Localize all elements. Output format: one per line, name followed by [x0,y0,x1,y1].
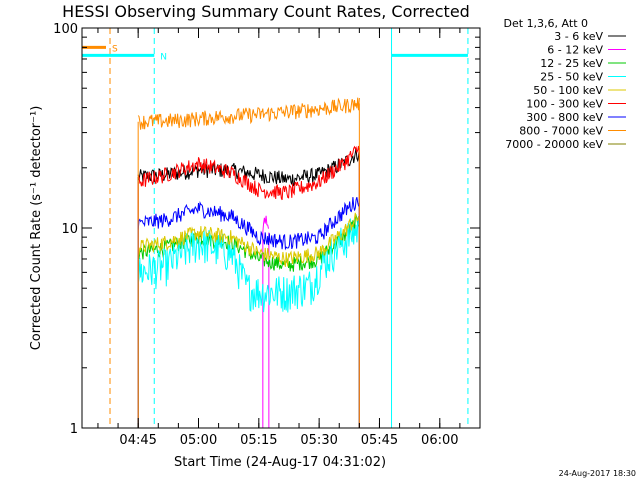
x-axis-label: Start Time (24-Aug-17 04:31:02) [174,455,386,470]
axes-frame: 04:45 05:00 05:15 05:30 05:45 06:00 1 10 100 [53,22,481,448]
legend-label-7: 800 - 7000 keV [519,125,603,138]
legend-title: Det 1,3,6, Att 0 [504,17,588,30]
series-line-3 [137,215,360,313]
legend-label-1: 6 - 12 keV [547,44,603,57]
annotation-label-0: S [112,44,118,54]
x-tick-label: 05:00 [180,433,217,448]
series-line-7 [137,97,360,130]
legend-label-4: 50 - 100 keV [533,84,603,97]
x-tick-label: 05:30 [300,433,337,448]
legend-label-0: 3 - 6 keV [554,30,603,43]
x-tick-label: 05:45 [361,433,398,448]
x-tick-label: 04:45 [119,433,156,448]
legend-label-5: 100 - 300 keV [526,98,603,111]
x-tick-label: 05:15 [240,433,277,448]
y-tick-label: 1 [70,422,78,437]
series-line-5 [137,145,360,201]
annotation-label-1: N [160,52,167,62]
chart-title: HESSI Observing Summary Count Rates, Cor… [62,2,470,21]
y-axis-label: Corrected Count Rate (s⁻¹ detector⁻¹) [29,106,44,351]
legend-label-2: 12 - 25 keV [540,57,603,70]
footer-timestamp: 24-Aug-2017 18:30 [559,469,636,478]
plot-frame [81,27,481,429]
y-tick-label: 10 [61,222,78,237]
series-line-4 [137,212,360,267]
legend-label-6: 300 - 800 keV [526,111,603,124]
plot-area: SN [82,28,469,428]
series-line-1 [262,215,269,233]
series-line-6 [137,197,360,251]
legend-label-3: 25 - 50 keV [540,71,603,84]
series-line-0 [137,147,360,187]
y-tick-label: 100 [53,22,78,37]
x-tick-label: 06:00 [421,433,458,448]
legend-label-8: 7000 - 20000 keV [505,138,603,151]
